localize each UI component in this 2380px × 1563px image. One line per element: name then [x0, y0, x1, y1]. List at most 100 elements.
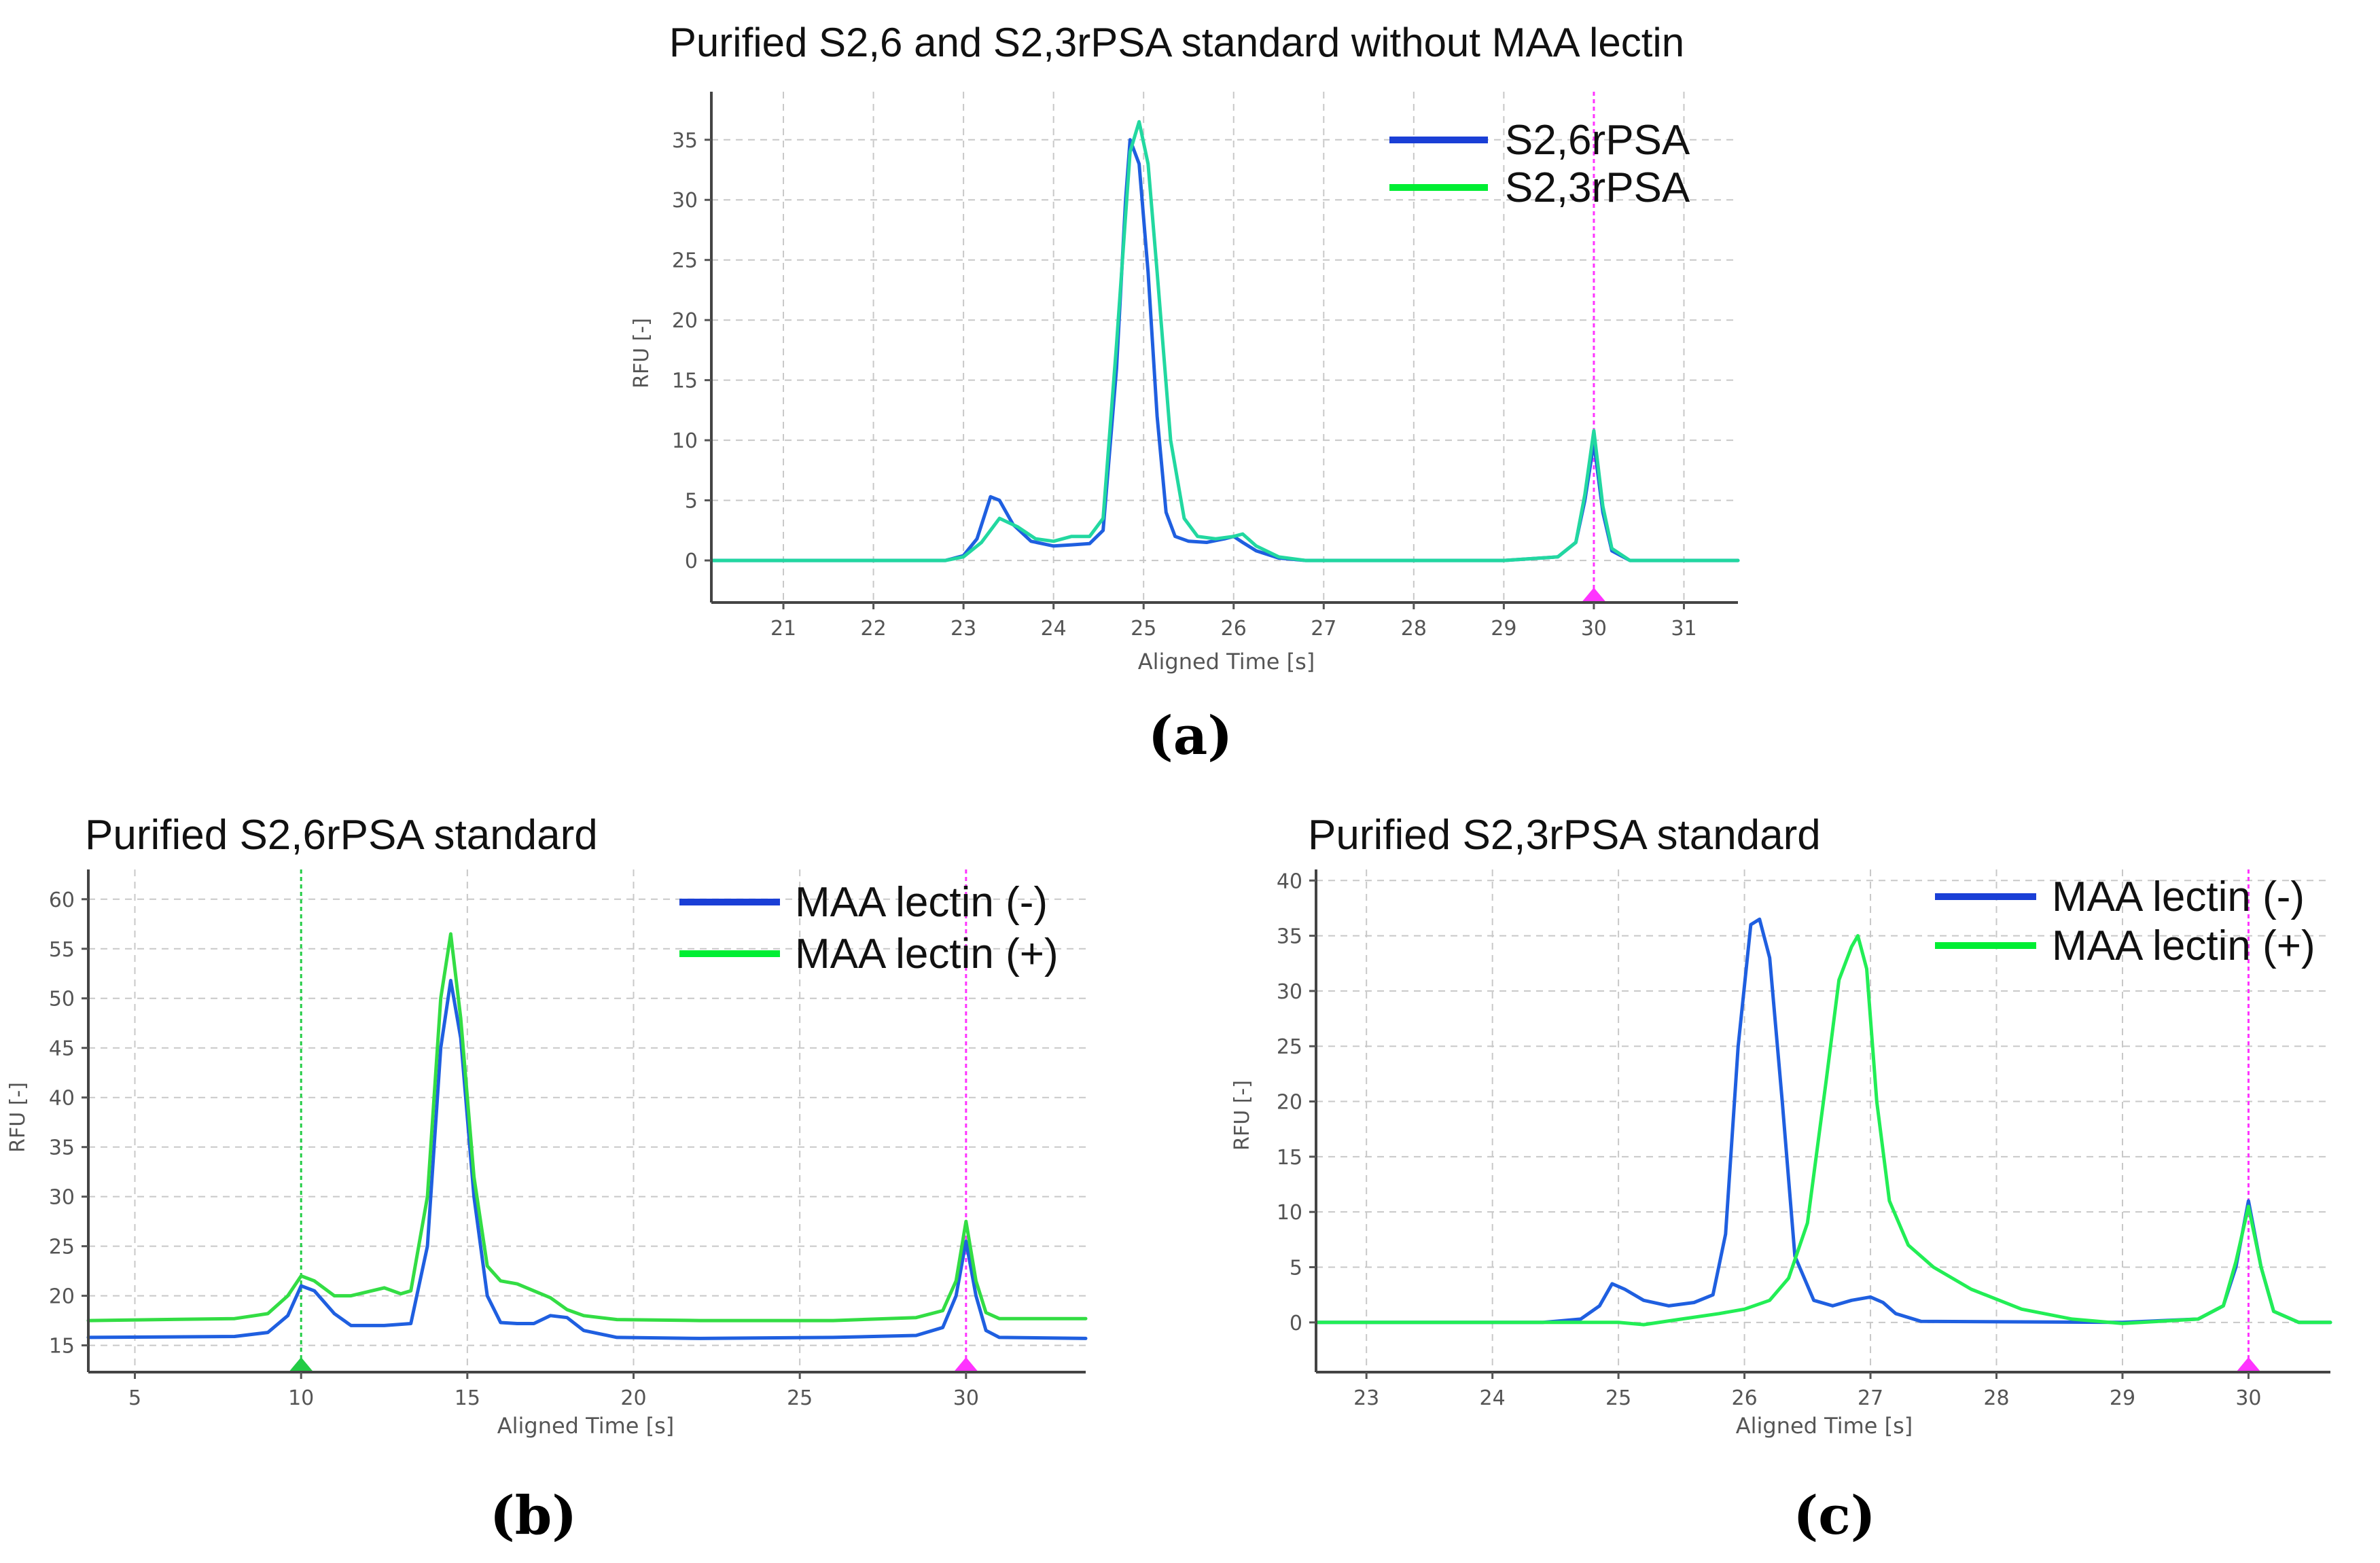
chart-c-xticks: 23 24 25 26 27 28 29 30: [1353, 1372, 2262, 1410]
series-line-2: [1314, 934, 2332, 1327]
y-tick-label: 50: [49, 988, 75, 1011]
x-tick-label: 30: [953, 1386, 979, 1410]
chart-b-title: Purified S2,6rPSA standard: [85, 812, 598, 859]
y-tick-label: 5: [685, 490, 698, 514]
y-tick-label: 0: [1290, 1312, 1302, 1335]
x-tick-label: 22: [860, 617, 886, 641]
x-tick-label: 29: [2110, 1386, 2135, 1410]
y-tick-label: 35: [672, 129, 698, 153]
chart-a: Purified S2,6 and S2,3rPSA standard with…: [630, 20, 1740, 767]
x-tick-label: 23: [951, 617, 976, 641]
chart-b-xlabel: Aligned Time [s]: [497, 1413, 675, 1439]
chart-b-series: [86, 932, 1088, 1340]
chart-a-legend: S2,6rPSA S2,3rPSA: [1389, 117, 1690, 211]
y-tick-label: 55: [49, 938, 75, 962]
chart-b-yticks: 15 20 25 30 35 40 45 50 55 60: [49, 888, 88, 1359]
x-tick-label: 26: [1731, 1386, 1757, 1410]
marker-triangle: [1580, 588, 1608, 604]
x-tick-label: 26: [1221, 617, 1247, 641]
chart-c-marker-lines: [2235, 869, 2262, 1373]
chart-a-xlabel: Aligned Time [s]: [1138, 649, 1315, 675]
caption-b: (b): [490, 1485, 577, 1547]
x-tick-label: 25: [1605, 1386, 1631, 1410]
chart-c-axes: [1315, 869, 2330, 1373]
y-tick-label: 30: [1277, 980, 1302, 1004]
chart-c-legend: MAA lectin (-) MAA lectin (+): [1935, 874, 2315, 969]
y-tick-label: 40: [49, 1087, 75, 1111]
y-tick-label: 15: [1277, 1146, 1302, 1170]
y-tick-label: 25: [1277, 1035, 1302, 1059]
chart-b-axes: [87, 869, 1086, 1373]
y-tick-label: 30: [49, 1186, 75, 1210]
chart-a-title: Purified S2,6 and S2,3rPSA standard with…: [669, 20, 1684, 65]
x-tick-label: 28: [1401, 617, 1427, 641]
y-tick-label: 15: [672, 370, 698, 393]
x-tick-label: 30: [2235, 1386, 2261, 1410]
y-tick-label: 15: [49, 1335, 75, 1359]
caption-a: (a): [1148, 705, 1232, 767]
y-tick-label: 35: [49, 1136, 75, 1160]
chart-a-xticks: 21 22 23 24 25 26 27 28 29 30 31: [770, 603, 1697, 641]
chart-a-series: [709, 120, 1740, 562]
caption-c: (c): [1793, 1485, 1875, 1547]
x-tick-label: 27: [1858, 1386, 1883, 1410]
chart-c-title: Purified S2,3rPSA standard: [1308, 812, 1821, 859]
y-tick-label: 40: [1277, 869, 1302, 893]
x-tick-label: 30: [1581, 617, 1607, 641]
y-tick-label: 25: [672, 249, 698, 273]
chart-a-legend-label-2: S2,3rPSA: [1505, 164, 1690, 211]
chart-a-legend-label-1: S2,6rPSA: [1505, 117, 1690, 164]
x-tick-label: 27: [1311, 617, 1336, 641]
chart-a-yticks: 0 5 10 15 20 25 30 35: [672, 129, 711, 573]
x-tick-label: 31: [1671, 617, 1697, 641]
x-tick-label: 23: [1353, 1386, 1379, 1410]
y-tick-label: 10: [672, 429, 698, 453]
y-tick-label: 20: [672, 309, 698, 333]
chart-b-legend-label-2: MAA lectin (+): [795, 931, 1059, 977]
y-tick-label: 25: [49, 1236, 75, 1259]
y-tick-label: 45: [49, 1037, 75, 1061]
x-tick-label: 20: [620, 1386, 646, 1410]
chart-b-ylabel: RFU [-]: [6, 1082, 30, 1153]
chart-a-ylabel: RFU [-]: [630, 318, 654, 389]
series-line-1: [86, 979, 1088, 1340]
marker-triangle: [287, 1357, 315, 1373]
chart-c-yticks: 0 5 10 15 20 25 30 35 40: [1277, 869, 1316, 1335]
x-tick-label: 29: [1491, 617, 1516, 641]
marker-triangle: [952, 1357, 980, 1373]
x-tick-label: 15: [455, 1386, 480, 1410]
chart-c-ylabel: RFU [-]: [1230, 1080, 1254, 1151]
chart-c-legend-label-1: MAA lectin (-): [2052, 874, 2305, 920]
series-line-1: [1314, 917, 2332, 1325]
chart-b-legend-label-1: MAA lectin (-): [795, 879, 1048, 926]
chart-a-axes: [710, 92, 1738, 604]
y-tick-label: 35: [1277, 925, 1302, 949]
y-tick-label: 60: [49, 888, 75, 912]
chart-a-marker-lines: [1580, 92, 1608, 604]
chart-b: Purified S2,6rPSA standard 5 10 15 20 25 30 1…: [6, 812, 1088, 1547]
y-tick-label: 0: [685, 550, 698, 573]
x-tick-label: 24: [1480, 1386, 1506, 1410]
x-tick-label: 28: [1983, 1386, 2009, 1410]
series-line-2: [86, 932, 1088, 1323]
chart-c-legend-label-2: MAA lectin (+): [2052, 922, 2315, 969]
x-tick-label: 25: [787, 1386, 813, 1410]
x-tick-label: 21: [770, 617, 796, 641]
chart-b-xticks: 5 10 15 20 25 30: [128, 1372, 979, 1410]
chart-c: Purified S2,3rPSA standard 23 24 25 26 27 28 2…: [1230, 812, 2332, 1547]
chart-b-legend: MAA lectin (-) MAA lectin (+): [679, 879, 1059, 977]
y-tick-label: 20: [1277, 1091, 1302, 1115]
chart-c-xlabel: Aligned Time [s]: [1736, 1413, 1913, 1439]
chart-c-series: [1314, 917, 2332, 1327]
marker-triangle: [2235, 1357, 2262, 1373]
y-tick-label: 5: [1290, 1256, 1302, 1280]
y-tick-label: 30: [672, 189, 698, 213]
x-tick-label: 10: [288, 1386, 314, 1410]
x-tick-label: 24: [1041, 617, 1067, 641]
x-tick-label: 5: [128, 1386, 141, 1410]
series-line-2: [709, 120, 1740, 562]
x-tick-label: 25: [1131, 617, 1156, 641]
y-tick-label: 10: [1277, 1201, 1302, 1225]
y-tick-label: 20: [49, 1285, 75, 1309]
